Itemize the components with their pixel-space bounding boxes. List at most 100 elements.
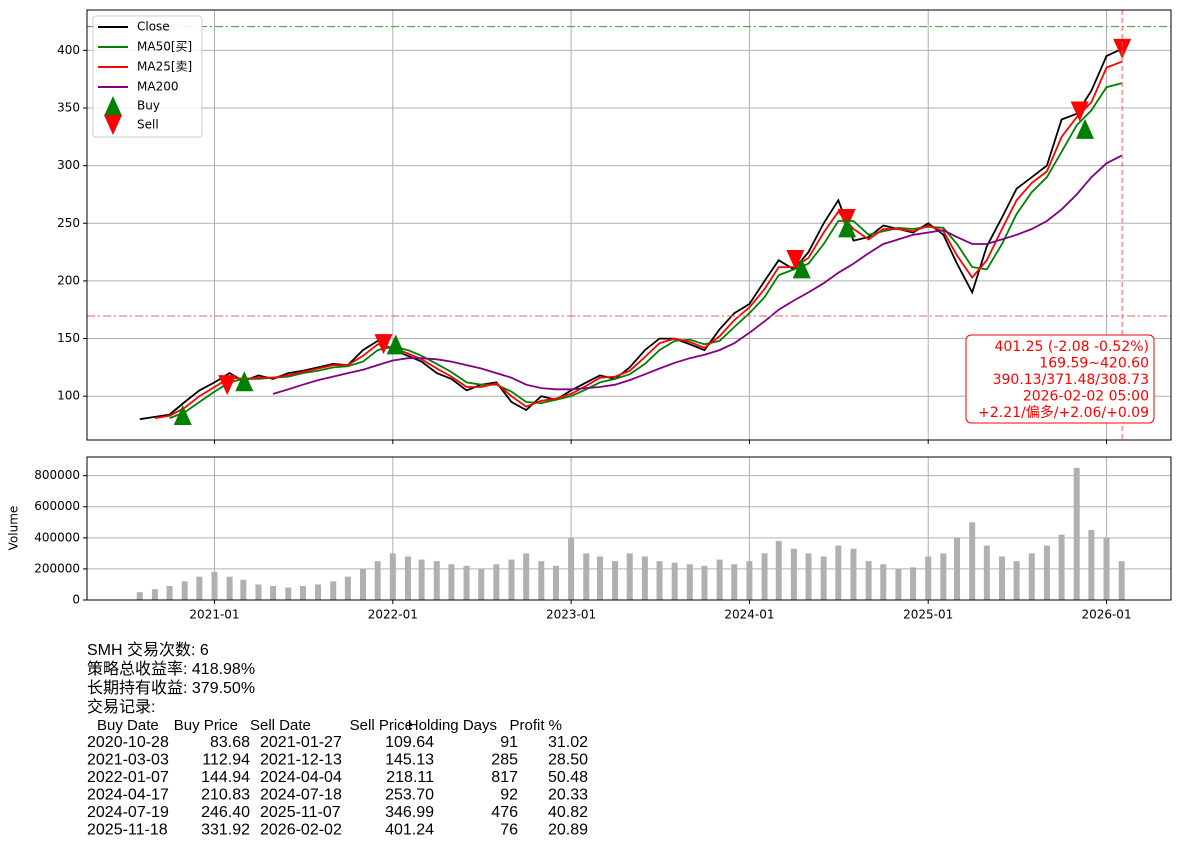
table-cell: 401.24 (385, 822, 434, 839)
table-header: Buy Price (174, 717, 238, 734)
volume-bar (360, 568, 367, 600)
volume-bar (448, 564, 455, 600)
summary-line: 长期持有收益: 379.50% (87, 679, 255, 697)
table-cell: 2024-04-04 (260, 769, 342, 786)
table-cell: 91 (500, 734, 518, 751)
y-tick-label: 250 (57, 216, 80, 230)
summary-line: SMH 交易次数: 6 (87, 641, 209, 659)
annotation: 2026-02-02 05:00 (1023, 389, 1149, 405)
volume-bar (686, 564, 693, 600)
axes-frame (86, 456, 1172, 601)
volume-bar (240, 579, 247, 600)
y-tick-label: 200000 (34, 561, 80, 575)
legend-label: Buy (137, 99, 160, 113)
legend-swatch (104, 96, 122, 116)
volume-bar (746, 561, 753, 600)
volume-bar (315, 584, 322, 600)
annotation: +2.21/偏多/+2.06/+0.09 (978, 404, 1149, 421)
table-cell: 817 (491, 769, 518, 786)
axes-frame (86, 9, 1172, 441)
price-line (169, 82, 1122, 419)
summary-line: 策略总收益率: 418.98% (87, 660, 255, 678)
legend-label: MA200 (137, 80, 178, 94)
volume-bar (761, 553, 768, 600)
y-tick-label: 150 (57, 331, 80, 345)
volume-bar (612, 561, 619, 600)
volume-bar (1103, 537, 1110, 600)
table-header: Sell Price (350, 717, 413, 734)
volume-bar (552, 565, 559, 600)
table-cell: 253.70 (385, 787, 434, 804)
table-cell: 20.89 (548, 822, 588, 839)
volume-bar (940, 553, 947, 600)
y-tick-label: 100 (57, 389, 80, 403)
volume-bar (701, 565, 708, 600)
buy-marker (173, 405, 192, 426)
volume-bar (1028, 553, 1035, 600)
volume-bar (775, 540, 782, 600)
table-cell: 144.94 (201, 769, 250, 786)
table-cell: 285 (491, 752, 518, 769)
volume-bar (196, 576, 203, 600)
table-cell: 246.40 (201, 804, 250, 821)
volume-bar (983, 545, 990, 600)
volume-bar (136, 592, 143, 600)
volume-bar (255, 584, 262, 600)
annotation: 401.25 (-2.08 -0.52%) (994, 339, 1149, 355)
table-cell: 476 (491, 804, 518, 821)
volume-bar (671, 562, 678, 600)
legend-label: Sell (137, 118, 159, 132)
x-tick-label: 2021-01 (189, 608, 239, 622)
volume-bar (211, 572, 218, 600)
table-header: Holding Days (408, 717, 497, 734)
y-tick-label: 350 (57, 100, 80, 114)
y-tick-label: 400000 (34, 530, 80, 544)
table-cell: 145.13 (385, 752, 434, 769)
table-header: Sell Date (250, 717, 311, 734)
annotation: 169.59~420.60 (1039, 356, 1149, 372)
table-cell: 50.48 (548, 769, 588, 786)
table-cell: 2022-01-07 (87, 769, 169, 786)
volume-bar (299, 586, 306, 600)
volume-bar (418, 559, 425, 600)
annotation: 390.13/371.48/308.73 (993, 372, 1149, 388)
volume-bar (835, 545, 842, 600)
table-header: Profit % (509, 717, 562, 734)
table-cell: 92 (500, 787, 518, 804)
volume-bar (1088, 530, 1095, 600)
legend-label: Close (137, 20, 170, 34)
volume-bar (805, 553, 812, 600)
volume-bar (1073, 467, 1080, 600)
table-cell: 218.11 (386, 769, 434, 786)
price-line (272, 154, 1123, 395)
y-tick-label: 400 (57, 43, 80, 57)
sell-marker (786, 250, 805, 271)
buy-marker (792, 258, 811, 279)
table-cell: 109.64 (385, 734, 434, 751)
table-cell: 2024-04-17 (87, 787, 169, 804)
volume-bar (910, 567, 917, 600)
table-cell: 2024-07-18 (260, 787, 342, 804)
x-tick-label: 2022-01 (368, 608, 418, 622)
sell-marker (218, 375, 237, 396)
volume-bar (880, 564, 887, 600)
volume-bar (969, 522, 976, 600)
volume-bar (925, 556, 932, 600)
volume-bar (166, 586, 173, 600)
table-cell: 20.33 (548, 787, 588, 804)
x-tick-label: 2025-01 (903, 608, 953, 622)
volume-bar (954, 537, 961, 600)
volume-bar (389, 553, 396, 600)
table-cell: 346.99 (385, 804, 434, 821)
trades-title: 交易记录: (87, 698, 155, 716)
y-tick-label: 800000 (34, 468, 80, 482)
table-cell: 2021-12-13 (260, 752, 342, 769)
volume-bar (270, 586, 277, 600)
table-cell: 31.02 (548, 734, 588, 751)
volume-bar (790, 548, 797, 600)
table-cell: 2021-03-03 (87, 752, 169, 769)
volume-bar (538, 561, 545, 600)
volume-bar (820, 556, 827, 600)
table-header: Buy Date (97, 717, 159, 734)
